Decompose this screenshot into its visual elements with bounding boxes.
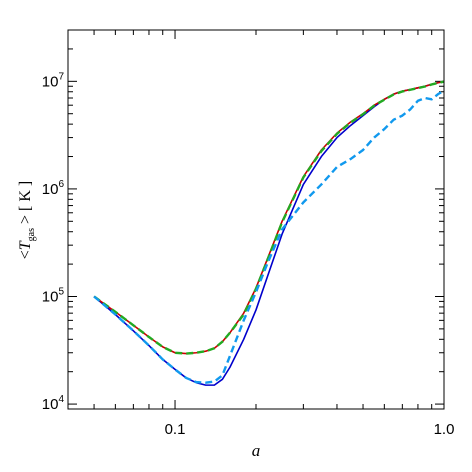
- y-axis-label-suffix: > [ K ]: [17, 181, 34, 228]
- y-axis-label-var: T: [17, 240, 34, 250]
- x-tick-labels: 0.1 1.0: [165, 421, 455, 438]
- series-line-1: [93, 80, 445, 386]
- y-tick-label: 107: [42, 71, 65, 90]
- data-series: [93, 80, 445, 386]
- y-tick-labels: 104 105 106 107: [42, 71, 65, 413]
- plot-frame: [67, 29, 445, 410]
- x-tick-label: 0.1: [165, 421, 186, 438]
- series-line-3: [93, 80, 445, 355]
- y-axis-label: <Tgas > [ K ]: [17, 181, 37, 260]
- y-tick-label: 106: [42, 179, 65, 198]
- y-tick-label: 104: [42, 394, 65, 413]
- x-axis-label: a: [252, 441, 261, 460]
- x-tick-label: 1.0: [434, 421, 455, 438]
- series-line-4: [93, 89, 445, 384]
- y-tick-label: 105: [42, 286, 65, 305]
- y-axis-label-prefix: <: [17, 250, 34, 259]
- axis-ticks: [67, 29, 445, 410]
- y-axis-label-sub: gas: [26, 228, 37, 241]
